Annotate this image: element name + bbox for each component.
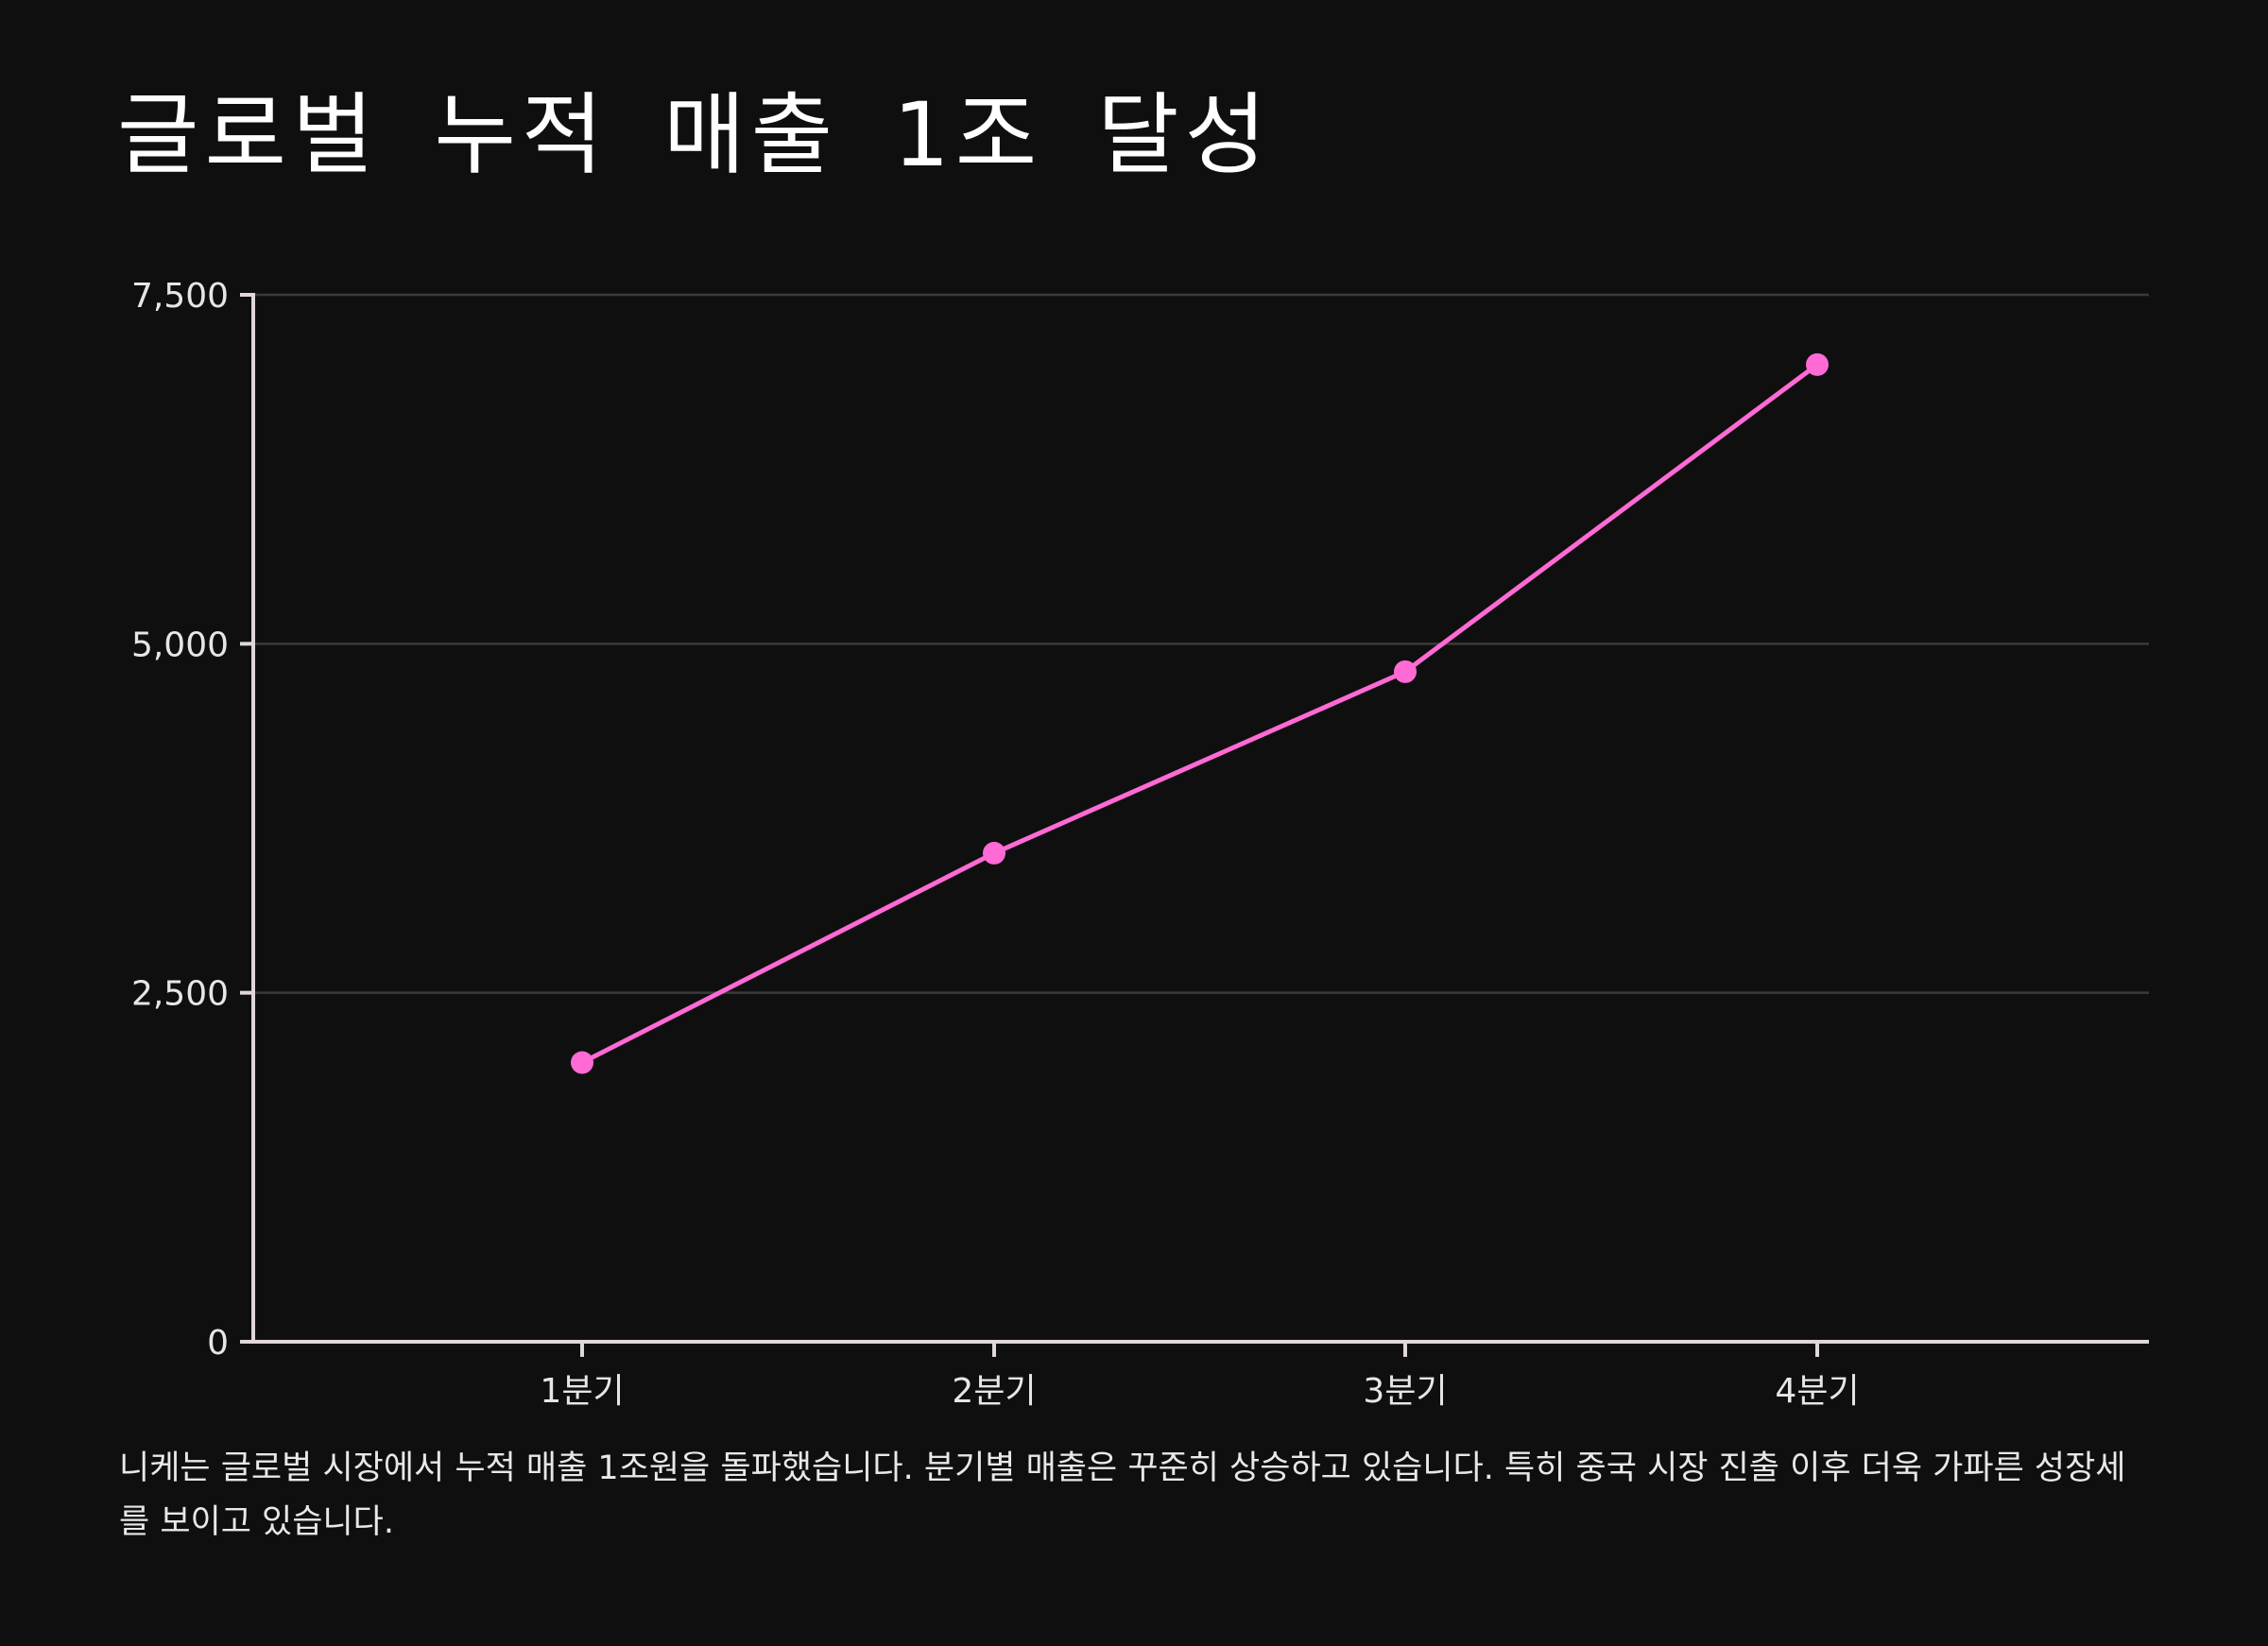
chart-title: 글로벌 누적 매출 1조 달성	[117, 84, 1273, 187]
y-tick-label-0: 0	[207, 1324, 229, 1363]
data-point-4	[1806, 352, 1829, 376]
chart-caption: 니케는 글로벌 시장에서 누적 매출 1조원을 돌파했습니다. 분기별 매출은 …	[119, 1449, 2126, 1541]
data-point-3	[1394, 660, 1417, 683]
x-tick-label-2: 3분기	[1363, 1372, 1447, 1411]
gridlines	[253, 293, 2149, 994]
data-point-2	[983, 841, 1005, 865]
series-revenue	[571, 352, 1829, 1074]
data-point-1	[571, 1051, 593, 1074]
y-tick-label-2: 5,000	[131, 626, 229, 664]
y-tick-label-1: 2,500	[131, 975, 229, 1014]
series-line	[579, 362, 1820, 1066]
x-tick-label-1: 2분기	[952, 1372, 1036, 1411]
tick-labels: 0 2,500 5,000 7,500 1분기 2분기 3분기 4분기	[131, 277, 1860, 1411]
y-tick-label-3: 7,500	[131, 277, 229, 316]
x-tick-label-3: 4분기	[1775, 1372, 1859, 1411]
axes	[240, 293, 2149, 1357]
x-tick-label-0: 1분기	[540, 1372, 624, 1411]
